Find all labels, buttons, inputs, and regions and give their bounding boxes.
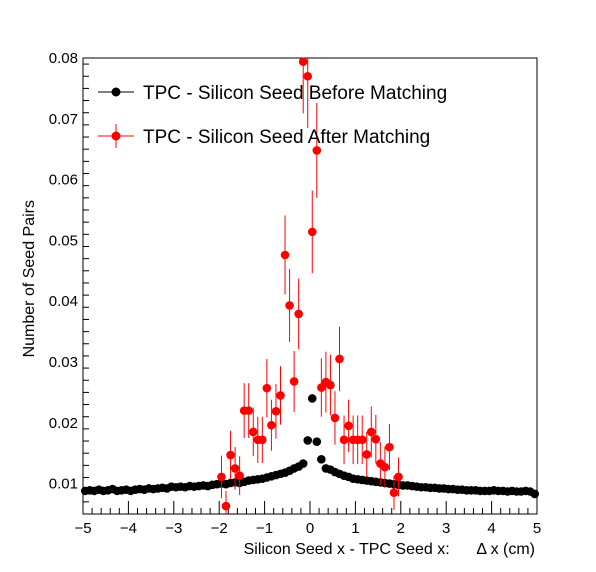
legend-marker-before xyxy=(111,87,121,97)
x-axis-title: Silicon Seed x - TPC Seed x: Δ x (cm) xyxy=(244,541,535,558)
data-point xyxy=(271,406,281,416)
data-point xyxy=(262,383,272,393)
data-point xyxy=(244,406,254,415)
x-tick-label: 5 xyxy=(533,520,541,537)
data-point xyxy=(366,427,376,437)
data-point xyxy=(394,472,403,482)
x-tick-label: −3 xyxy=(165,520,182,537)
data-point xyxy=(307,394,317,403)
y-tick-label: 0.01 xyxy=(49,476,78,493)
data-point xyxy=(344,421,353,431)
data-point xyxy=(362,450,372,459)
data-point xyxy=(312,146,322,155)
data-point xyxy=(258,435,267,445)
y-tick-label: 0.04 xyxy=(49,293,78,310)
data-point xyxy=(226,450,235,460)
y-tick-label: 0.07 xyxy=(49,111,78,128)
data-point xyxy=(280,250,290,260)
data-point xyxy=(326,380,335,390)
data-point xyxy=(230,464,240,473)
data-point xyxy=(276,391,285,400)
y-tick-label: 0.06 xyxy=(49,172,78,189)
data-point xyxy=(389,488,399,498)
x-tick-label: 4 xyxy=(487,520,495,537)
data-point xyxy=(294,309,303,319)
x-tick-label: 2 xyxy=(397,520,405,537)
y-axis-ticks: 0.01 0.02 0.03 0.04 0.05 0.06 0.07 0.08 xyxy=(49,50,89,515)
legend-label-before: TPC - Silicon Seed Before Matching xyxy=(143,83,447,104)
series-0 xyxy=(80,394,540,499)
y-axis-title: Number of Seed Pairs xyxy=(21,200,38,357)
data-point xyxy=(298,459,308,468)
data-point xyxy=(298,57,308,66)
x-tick-label: 0 xyxy=(306,520,314,537)
data-point xyxy=(357,435,367,445)
y-tick-label: 0.08 xyxy=(49,50,78,67)
data-point xyxy=(235,471,244,480)
x-tick-label: −1 xyxy=(256,520,273,537)
data-point xyxy=(317,454,326,464)
legend-marker-after xyxy=(111,131,121,141)
data-point xyxy=(312,437,322,446)
data-point xyxy=(217,472,226,482)
x-tick-label: −5 xyxy=(74,520,91,537)
y-tick-label: 0.05 xyxy=(49,232,78,249)
data-point xyxy=(248,427,258,437)
data-point xyxy=(221,501,231,511)
data-point xyxy=(267,420,276,430)
data-point xyxy=(307,227,317,237)
x-axis-ticks: −5 −4 −3 −2 −1 0 1 2 3 4 5 xyxy=(74,501,541,537)
data-point xyxy=(330,413,340,423)
data-point xyxy=(339,435,349,445)
legend: TPC - Silicon Seed Before Matching TPC -… xyxy=(98,83,447,148)
series-1 xyxy=(217,57,403,514)
data-point xyxy=(335,354,344,364)
data-point xyxy=(303,436,313,445)
y-tick-label: 0.02 xyxy=(49,415,78,432)
legend-label-after: TPC - Silicon Seed After Matching xyxy=(143,127,430,148)
data-point xyxy=(530,489,540,499)
data-point xyxy=(289,377,299,386)
x-tick-label: −4 xyxy=(120,520,137,537)
data-point xyxy=(285,301,294,310)
x-tick-label: 3 xyxy=(442,520,450,537)
data-point xyxy=(385,442,394,452)
x-tick-label: −2 xyxy=(211,520,228,537)
data-point xyxy=(380,462,390,472)
data-point xyxy=(303,71,313,81)
x-tick-label: 1 xyxy=(351,520,359,537)
data-point xyxy=(371,434,381,444)
series-layer xyxy=(80,57,540,514)
y-tick-label: 0.03 xyxy=(49,354,78,371)
